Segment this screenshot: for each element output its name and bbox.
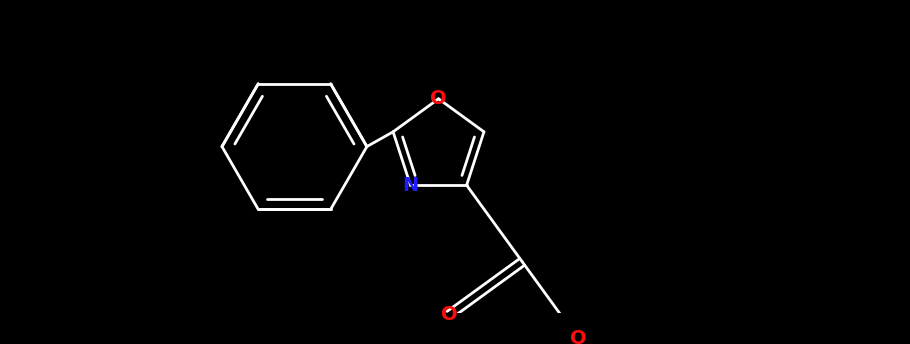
Text: O: O — [441, 305, 458, 324]
Text: O: O — [570, 329, 586, 344]
Text: N: N — [402, 176, 419, 195]
Text: O: O — [430, 89, 447, 108]
